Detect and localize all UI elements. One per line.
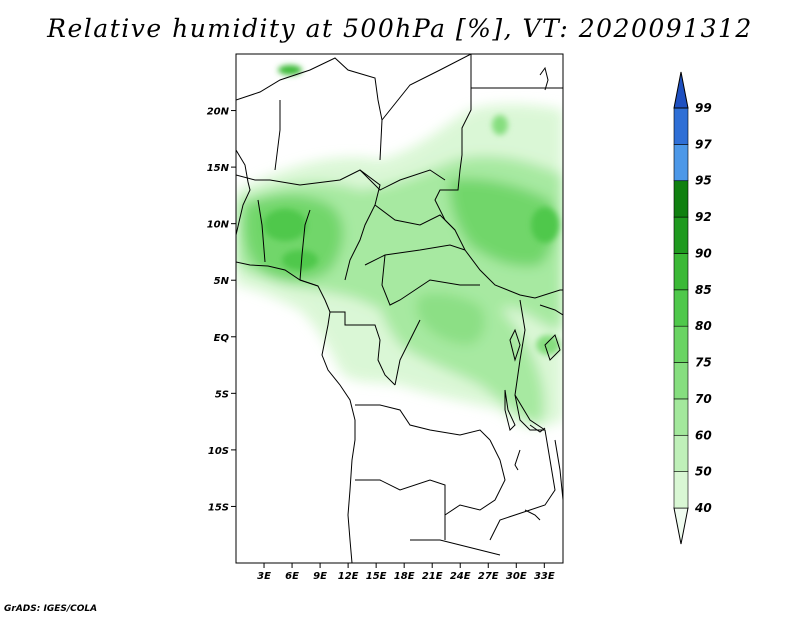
colorbar-label: 97 — [695, 137, 712, 151]
lon-label: 33E — [534, 571, 555, 582]
colorbar-label: 92 — [695, 210, 712, 224]
lon-label: 3E — [257, 571, 271, 582]
lat-label: 10S — [208, 446, 229, 457]
longitude-axis: 3E 6E 9E 12E 15E 18E 21E 24E 27E 30E 33E — [257, 563, 555, 582]
colorbar-segment — [673, 216, 689, 254]
colorbar-segment — [673, 144, 689, 182]
colorbar-label: 90 — [695, 246, 712, 260]
lat-label: 15S — [208, 502, 229, 513]
lat-label: 5N — [214, 276, 230, 287]
latitude-axis: 20N 15N 10N 5N EQ 5S 10S 15S — [207, 107, 236, 513]
lat-label: 15N — [207, 163, 230, 174]
colorbar-segment — [673, 434, 689, 472]
colorbar-segment — [673, 362, 689, 400]
colorbar-segment — [673, 471, 689, 509]
colorbar-label: 50 — [695, 465, 712, 479]
colorbar-segment — [673, 107, 689, 145]
colorbar-segment — [673, 325, 689, 363]
colorbar-label: 80 — [695, 319, 712, 333]
colorbar-label: 99 — [695, 101, 712, 115]
lat-label: EQ — [214, 333, 230, 344]
lon-label: 9E — [313, 571, 327, 582]
humidity-field — [236, 65, 563, 427]
colorbar-min-arrow — [673, 507, 689, 545]
lat-label: 10N — [207, 220, 230, 231]
lon-label: 6E — [285, 571, 299, 582]
lon-label: 18E — [394, 571, 415, 582]
map-frame — [235, 53, 564, 564]
colorbar-label: 75 — [695, 356, 712, 370]
map-title: Relative humidity at 500hPa [%], VT: 202… — [47, 14, 753, 43]
colorbar-segment — [673, 289, 689, 327]
lon-label: 21E — [422, 571, 443, 582]
lon-label: 15E — [366, 571, 387, 582]
country-borders — [236, 54, 563, 563]
colorbar-label: 70 — [695, 392, 712, 406]
colorbar-segment — [673, 253, 689, 291]
lon-label: 24E — [450, 571, 471, 582]
colorbar-label: 95 — [695, 174, 712, 188]
lon-label: 12E — [338, 571, 359, 582]
lon-label: 27E — [478, 571, 499, 582]
colorbar-max-arrow — [673, 71, 689, 109]
colorbar-label: 60 — [695, 428, 712, 442]
lat-label: 20N — [207, 107, 230, 118]
colorbar-label: 40 — [694, 501, 712, 515]
colorbar-segment — [673, 180, 689, 218]
colorbar-segment — [673, 398, 689, 436]
lon-label: 30E — [506, 571, 527, 582]
colorbar: 40 50 60 70 75 80 85 90 92 95 97 99 — [673, 71, 712, 545]
credit-label: GrADS: IGES/COLA — [4, 604, 98, 614]
colorbar-label: 85 — [695, 283, 712, 297]
lat-label: 5S — [215, 389, 229, 400]
